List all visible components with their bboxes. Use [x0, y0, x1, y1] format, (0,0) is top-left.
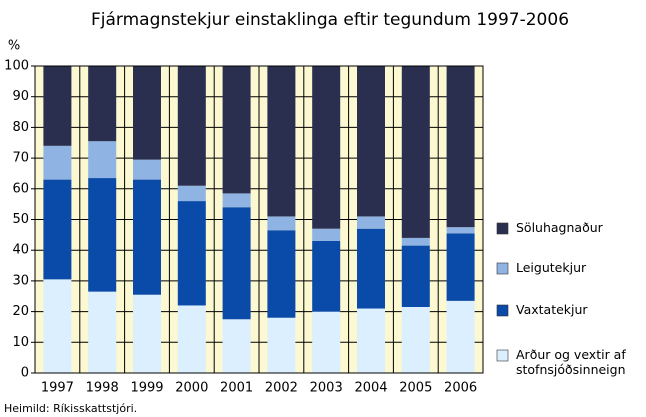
- bar-segment: [357, 216, 385, 229]
- y-axis-label: %: [8, 39, 20, 54]
- y-tick-label: 70: [12, 151, 29, 166]
- y-tick-label: 60: [12, 181, 29, 196]
- bar-segment: [133, 159, 161, 180]
- x-tick-label: 2001: [220, 381, 253, 396]
- bar-segment: [88, 66, 117, 142]
- bar-segment: [312, 240, 341, 312]
- x-tick-label: 1999: [130, 381, 163, 396]
- y-tick-label: 30: [12, 273, 29, 288]
- bar-segment: [267, 317, 296, 373]
- bar-segment: [133, 294, 161, 373]
- bar-segment: [43, 179, 72, 280]
- y-tick-label: 80: [12, 120, 29, 135]
- bar-segment: [446, 233, 475, 301]
- x-tick-label: 2004: [354, 381, 387, 396]
- y-tick-label: 100: [4, 59, 29, 74]
- bar-segment: [43, 279, 72, 373]
- legend-swatch: [496, 262, 509, 275]
- bar-segment: [177, 201, 206, 306]
- bar-segment: [43, 66, 72, 146]
- chart-title: Fjármagnstekjur einstaklinga eftir tegun…: [91, 10, 569, 30]
- plot-border: [34, 65, 484, 374]
- bar-segment: [267, 216, 296, 231]
- legend-label: Leigutekjur: [516, 260, 587, 275]
- bar-segment: [222, 193, 251, 208]
- legend-swatch: [496, 222, 509, 235]
- bar-segment: [446, 66, 475, 228]
- bar-segment: [88, 141, 117, 179]
- bar-segment: [177, 185, 206, 202]
- bar-segment: [133, 179, 161, 295]
- x-tick-label: 2003: [310, 381, 343, 396]
- bar-segment: [43, 145, 72, 180]
- y-tick-label: 40: [12, 243, 29, 258]
- bar-segment: [222, 319, 251, 373]
- bar-segment: [401, 237, 430, 246]
- bar-segment: [312, 311, 341, 373]
- legend-swatch: [496, 304, 509, 317]
- bar-segment: [312, 66, 341, 229]
- x-tick-label: 2006: [444, 381, 477, 396]
- bar-segment: [401, 306, 430, 373]
- x-tick-label: 1998: [86, 381, 119, 396]
- bar-segment: [133, 66, 161, 160]
- x-tick-label: 2000: [175, 381, 208, 396]
- bar-segment: [401, 66, 430, 238]
- x-tick-label: 1997: [41, 381, 74, 396]
- bar-segment: [222, 66, 251, 194]
- bar-segment: [88, 178, 117, 292]
- bar-segment: [446, 227, 475, 234]
- y-tick-label: 0: [21, 366, 29, 381]
- bar-segment: [222, 207, 251, 320]
- y-tick-label: 90: [12, 89, 29, 104]
- legend-label: Vaxtatekjur: [516, 302, 588, 317]
- bar-segment: [177, 66, 206, 186]
- y-tick-label: 20: [12, 304, 29, 319]
- bar-segment: [177, 305, 206, 373]
- bar-segment: [267, 230, 296, 318]
- x-tick-label: 2002: [265, 381, 298, 396]
- bar-segment: [357, 66, 385, 217]
- legend-label: Arður og vextir af stofnsjóðsinneign: [516, 347, 626, 377]
- x-tick-label: 2005: [399, 381, 432, 396]
- bar-segment: [357, 308, 385, 373]
- legend-label: Söluhagnaður: [516, 220, 603, 235]
- bar-segment: [312, 228, 341, 241]
- y-tick-label: 10: [12, 335, 29, 350]
- legend-swatch: [496, 349, 509, 362]
- bar-segment: [401, 245, 430, 307]
- y-tick-label: 50: [12, 212, 29, 227]
- bar-segment: [446, 300, 475, 373]
- bar-segment: [88, 291, 117, 373]
- bar-segment: [357, 228, 385, 309]
- bar-segment: [267, 66, 296, 217]
- source: Heimild: Ríkisskattstjóri.: [4, 402, 137, 415]
